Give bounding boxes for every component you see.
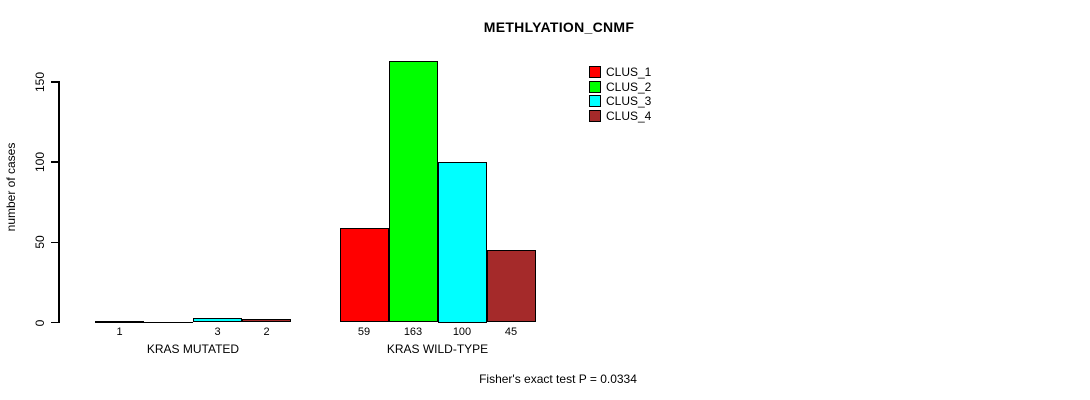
bar-value-label: 59 [357,326,371,338]
bar-clus_4-group1 [242,319,291,323]
legend-item: CLUS_2 [589,79,652,94]
legend-swatch-clus_3 [589,95,601,108]
bar-clus_2-group1 [144,321,193,323]
bar-value-label: 2 [263,326,270,338]
legend-item: CLUS_3 [589,94,652,109]
y-axis-tick-label: 50 [33,235,47,249]
bar-value-label: 45 [504,326,518,338]
y-axis-tick-label: 0 [33,319,47,326]
bar-clus_3-group2 [437,162,487,323]
y-axis-tick [51,81,60,83]
bar-value-label: 3 [214,326,221,338]
legend-label: CLUS_1 [606,65,652,79]
bar-clus_1-group1 [95,320,144,323]
y-axis-tick [51,321,60,324]
legend-item: CLUS_4 [589,108,652,123]
legend-label: CLUS_4 [606,108,652,123]
x-axis-group-label: KRAS WILD-TYPE [386,342,489,356]
bar-clus_4-group2 [486,250,536,323]
bar-clus_2-group2 [388,60,438,323]
y-axis-title: number of cases [4,142,18,232]
y-axis-tick-label: 100 [33,151,47,173]
chart-title: METHLYATION_CNMF [483,19,635,35]
y-axis-tick-label: 150 [33,71,47,92]
bar-value-label: 1 [116,326,123,338]
legend-swatch-clus_1 [589,66,601,78]
bar-clus_3-group1 [193,317,242,323]
legend: CLUS_1 CLUS_2 CLUS_3 CLUS_4 [589,66,709,136]
y-axis-tick [51,161,60,163]
legend-label: CLUS_2 [606,79,652,94]
legend-item: CLUS_1 [589,66,651,78]
y-axis-tick [51,241,60,243]
bar-clus_1-group2 [339,227,389,323]
bar-value-label: 100 [452,326,472,338]
legend-swatch-clus_2 [589,80,601,93]
fisher-test-annotation: Fisher's exact test P = 0.0334 [479,372,637,386]
legend-label: CLUS_3 [606,94,652,109]
y-axis-line [58,81,60,323]
x-axis-group-label: KRAS MUTATED [146,342,240,356]
bar-value-label: 163 [403,326,423,338]
legend-swatch-clus_4 [589,109,601,122]
